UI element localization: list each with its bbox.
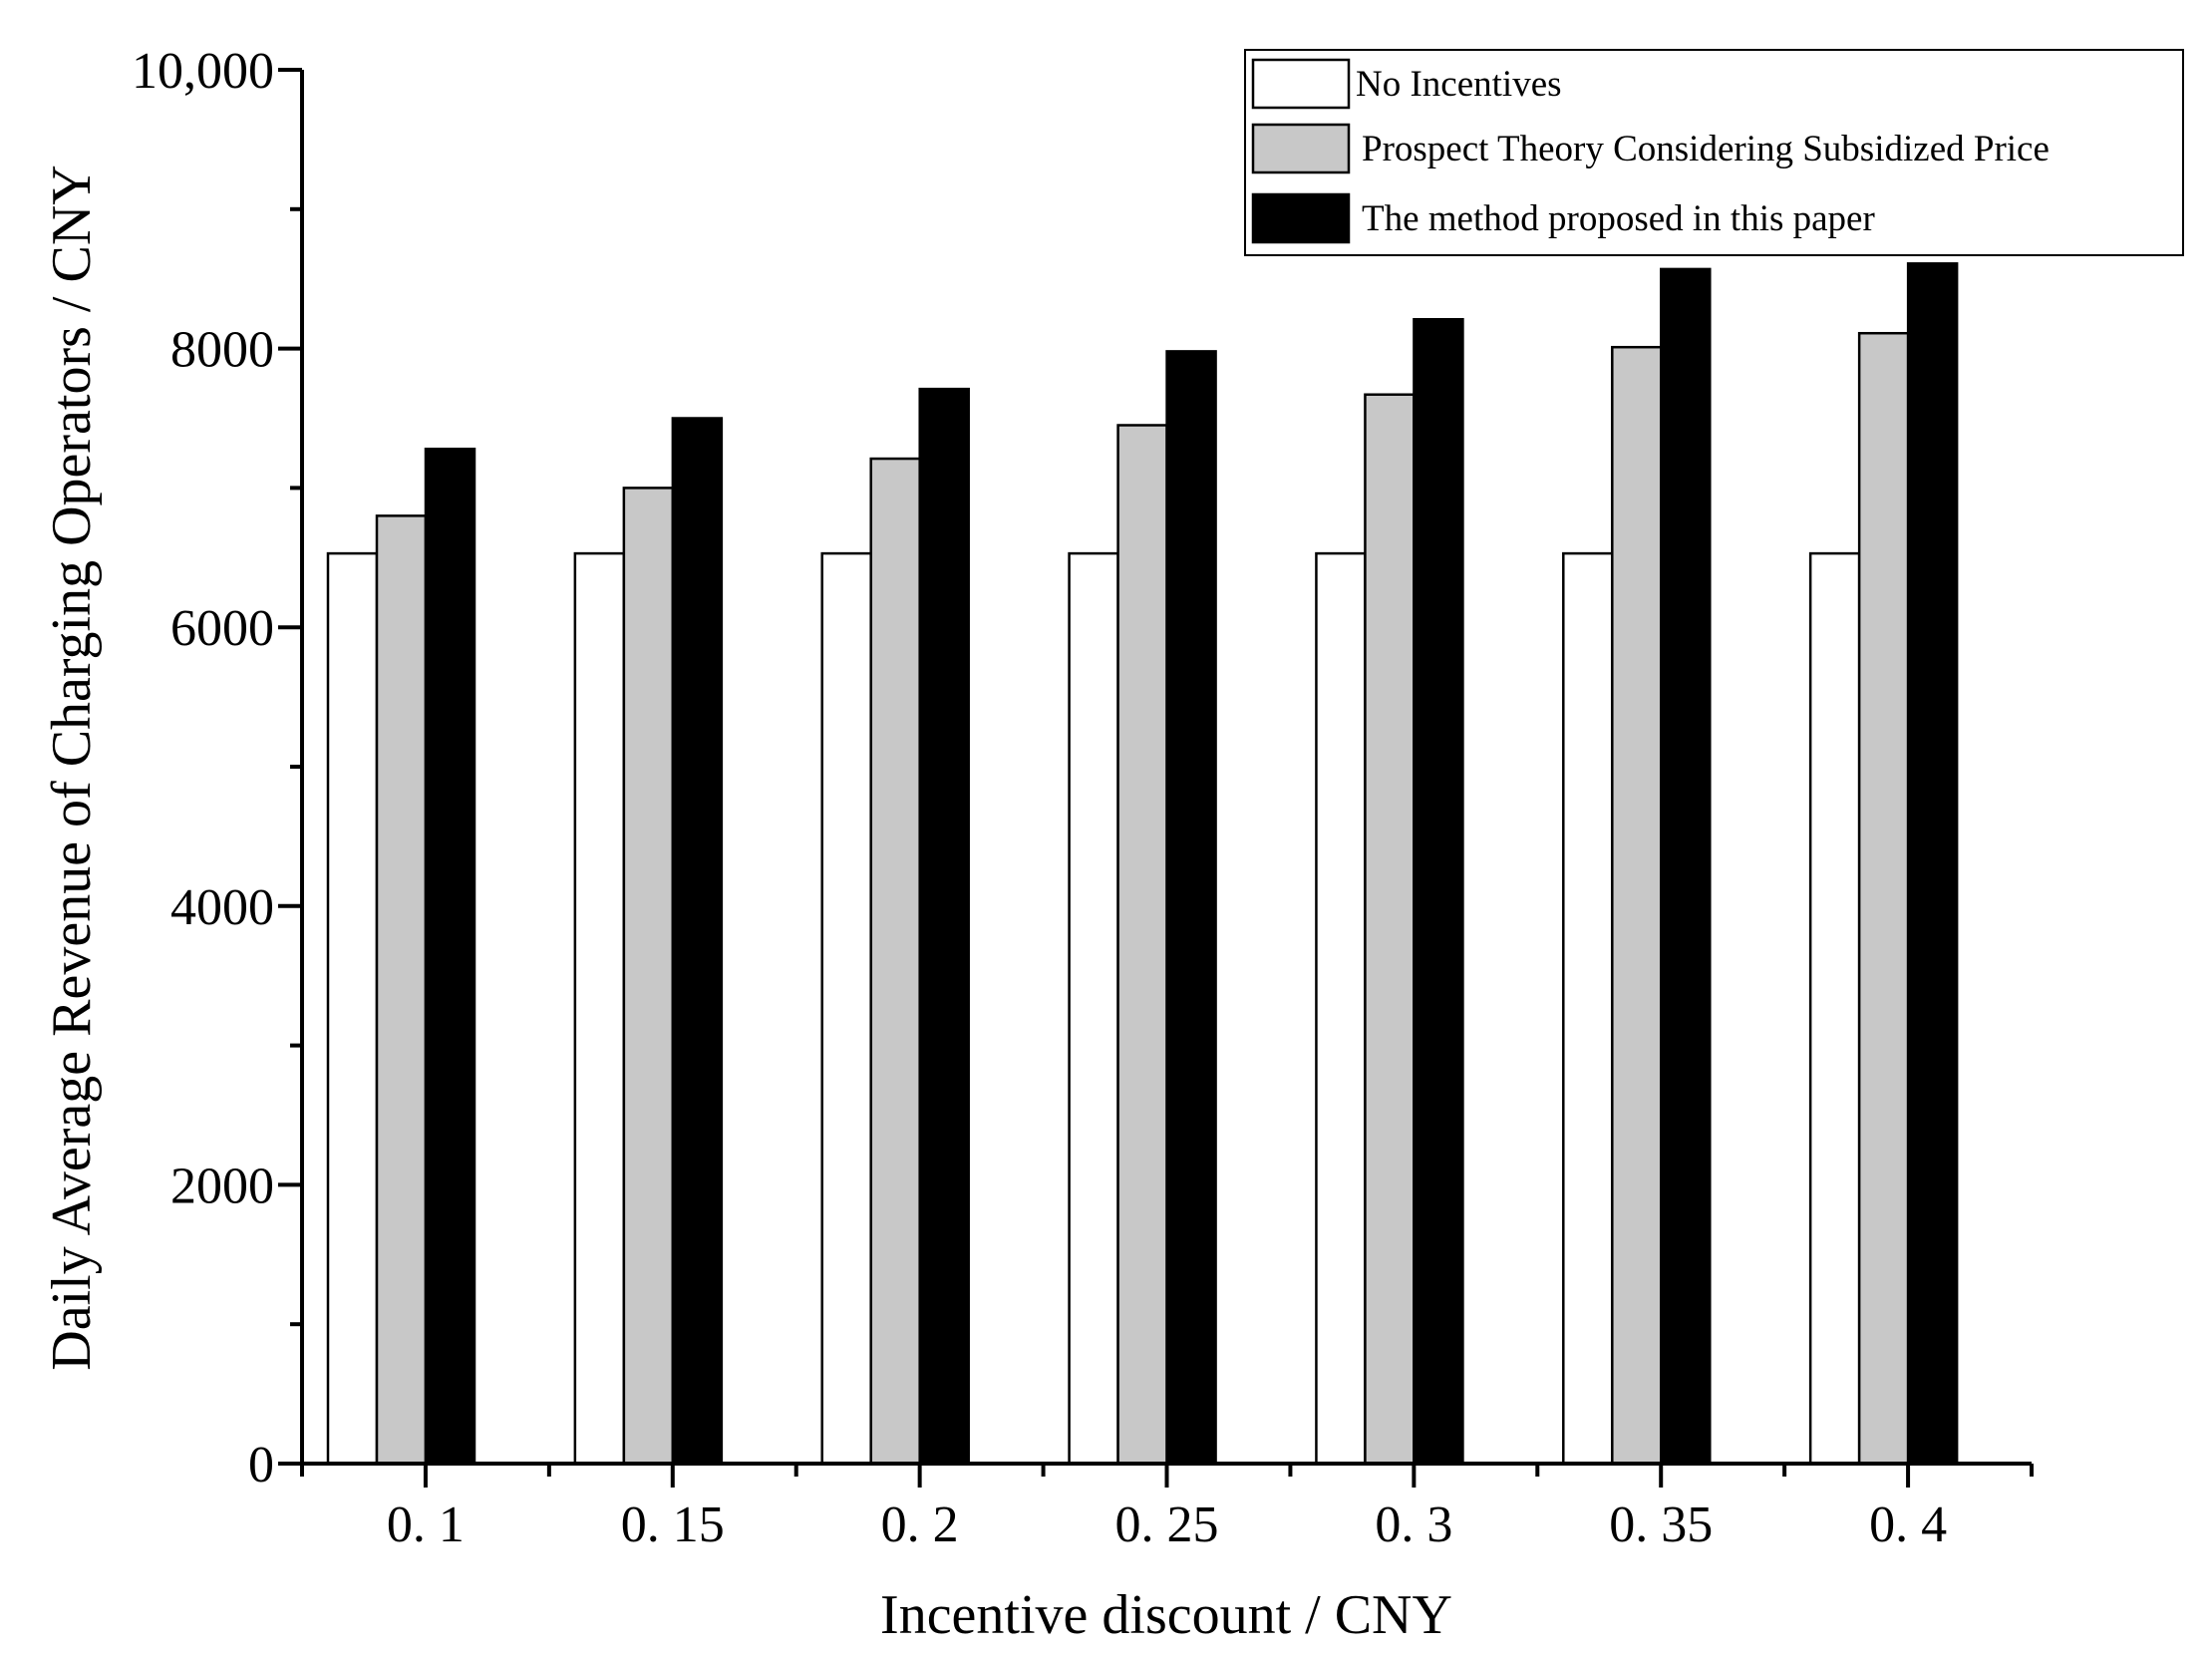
bar-s0-2 xyxy=(820,551,872,1466)
y-tick-label: 6000 xyxy=(170,600,274,657)
bar-s2-2 xyxy=(918,387,970,1466)
bars-layer xyxy=(326,262,1959,1466)
legend-box xyxy=(1244,49,2184,256)
x-tick-label: 0. 3 xyxy=(1375,1496,1452,1553)
bar-s1-1 xyxy=(622,487,675,1466)
bar-s2-0 xyxy=(424,448,476,1466)
bar-s0-3 xyxy=(1068,551,1119,1466)
x-axis-title: Incentive discount / CNY xyxy=(880,1584,1452,1646)
bar-s1-5 xyxy=(1611,345,1663,1466)
legend-label: The method proposed in this paper xyxy=(1362,198,1875,239)
y-tick-label: 0 xyxy=(248,1437,274,1493)
bar-s0-4 xyxy=(1315,551,1367,1466)
bar-s0-6 xyxy=(1808,551,1861,1466)
bar-s0-0 xyxy=(326,551,379,1466)
axes-layer xyxy=(278,68,2034,1488)
y-tick-label: 10,000 xyxy=(132,43,274,100)
bar-s2-4 xyxy=(1413,317,1464,1466)
x-tick-label: 0. 35 xyxy=(1609,1496,1713,1553)
x-tick-label: 0. 15 xyxy=(621,1496,725,1553)
y-tick-label: 2000 xyxy=(170,1158,274,1214)
bar-s2-1 xyxy=(671,417,724,1466)
legend-swatch xyxy=(1251,192,1351,244)
bar-s2-3 xyxy=(1165,350,1217,1466)
bar-s1-3 xyxy=(1116,424,1168,1466)
y-axis-title: Daily Average Revenue of Charging Operat… xyxy=(41,165,103,1370)
x-tick-label: 0. 4 xyxy=(1869,1496,1947,1553)
bar-s1-0 xyxy=(375,514,428,1466)
bar-s1-4 xyxy=(1364,393,1416,1466)
legend-label: No Incentives xyxy=(1356,64,1562,105)
labels-layer: 0 2000 4000 6000 8000 10,000 0. 1 0. 15 0. 2 0. 2… xyxy=(41,43,1947,1646)
bar-s0-5 xyxy=(1562,551,1614,1466)
bar-s2-6 xyxy=(1906,262,1959,1466)
y-tick-label: 4000 xyxy=(170,879,274,936)
bar-s1-6 xyxy=(1857,331,1910,1466)
legend: No Incentives Prospect Theory Considering… xyxy=(1244,49,2184,256)
legend-swatch xyxy=(1251,123,1351,174)
legend-swatch xyxy=(1251,58,1351,110)
legend-label: Prospect Theory Considering Subsidized P… xyxy=(1362,129,2050,169)
bar-s1-2 xyxy=(869,457,921,1466)
bar-s2-5 xyxy=(1660,267,1712,1466)
x-tick-label: 0. 2 xyxy=(881,1496,959,1553)
bar-s0-1 xyxy=(573,551,626,1466)
x-tick-label: 0. 25 xyxy=(1115,1496,1219,1553)
y-tick-label: 8000 xyxy=(170,322,274,379)
x-tick-label: 0. 1 xyxy=(387,1496,465,1553)
